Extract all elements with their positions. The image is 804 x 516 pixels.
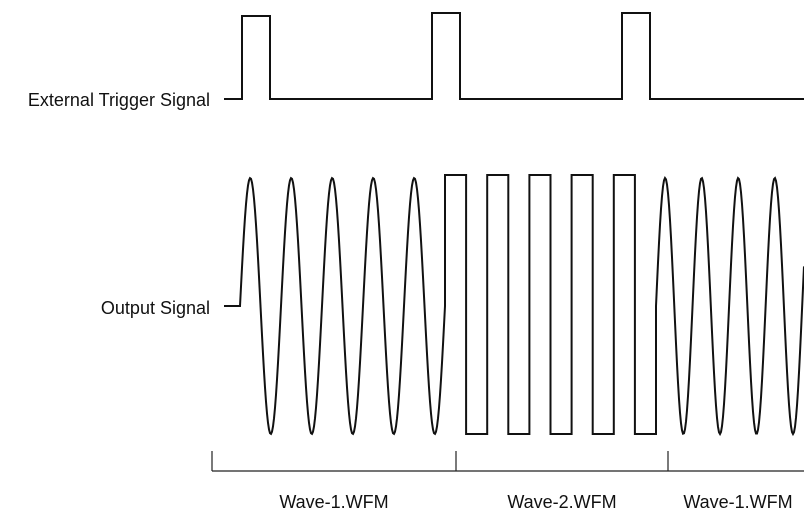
segment-label-wave-2: Wave-2.WFM <box>507 492 616 512</box>
segment-brackets <box>211 451 804 472</box>
segment-label-wave-1-repeat: Wave-1.WFM <box>683 492 792 512</box>
output-waveform-path <box>224 174 804 437</box>
output-signal-label: Output Signal <box>101 298 210 318</box>
segment-label-wave-1: Wave-1.WFM <box>279 492 388 512</box>
output-signal-trace <box>224 174 804 437</box>
trigger-signal-trace <box>224 12 804 100</box>
trigger-signal-label: External Trigger Signal <box>28 90 210 110</box>
